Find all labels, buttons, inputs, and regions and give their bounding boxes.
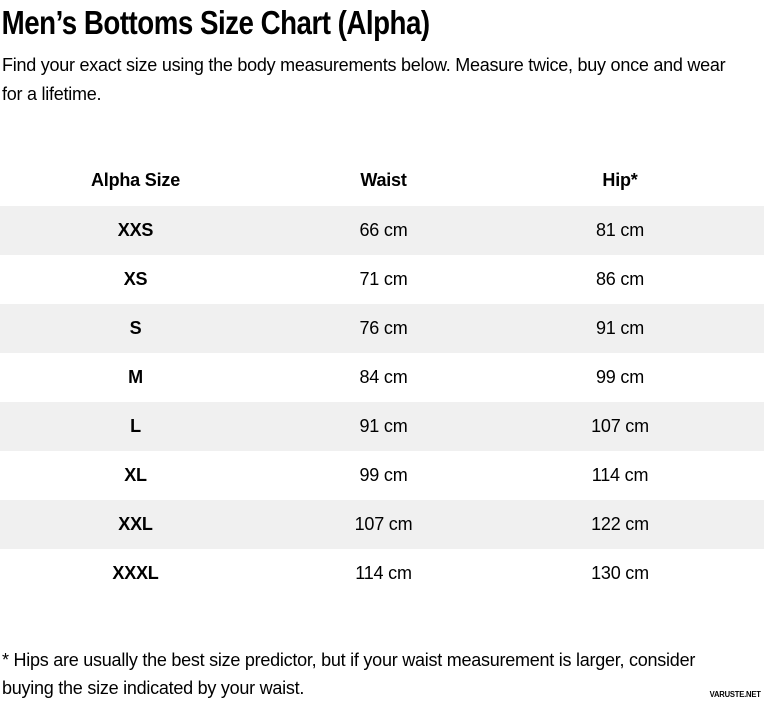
- waist-cell: 76 cm: [359, 318, 408, 338]
- page-title: Men’s Bottoms Size Chart (Alpha): [1, 4, 430, 41]
- table-row: L 91 cm 107 cm: [0, 402, 764, 451]
- hip-cell: 130 cm: [591, 563, 649, 583]
- size-cell: L: [130, 416, 141, 436]
- size-cell: XXXL: [112, 563, 159, 583]
- hip-cell: 99 cm: [595, 367, 645, 387]
- size-table-body: XXS 66 cm 81 cm XS 71 cm 86 cm S 76 cm 9…: [0, 206, 764, 598]
- size-cell: S: [129, 318, 142, 338]
- waist-cell: 114 cm: [355, 563, 412, 583]
- footnote-text: * Hips are usually the best size predict…: [2, 650, 696, 698]
- column-header-hip: Hip*: [602, 169, 638, 190]
- hip-cell: 91 cm: [595, 318, 645, 338]
- table-row: XXL 107 cm 122 cm: [0, 500, 764, 549]
- table-row: XL 99 cm 114 cm: [0, 451, 764, 500]
- intro-text: Find your exact size using the body meas…: [2, 55, 726, 104]
- waist-cell: 71 cm: [359, 269, 408, 289]
- waist-cell: 99 cm: [359, 465, 408, 485]
- table-row: S 76 cm 91 cm: [0, 304, 764, 353]
- size-table: Alpha Size Waist Hip* XXS 66 cm 81 cm XS…: [0, 154, 764, 598]
- table-row: M 84 cm 99 cm: [0, 353, 764, 402]
- waist-cell: 84 cm: [359, 367, 408, 387]
- watermark: VARUSTE.NET: [710, 690, 761, 699]
- table-row: XS 71 cm 86 cm: [0, 255, 764, 304]
- hip-cell: 86 cm: [595, 269, 645, 289]
- size-cell: XL: [124, 465, 147, 485]
- hip-cell: 107 cm: [591, 416, 649, 436]
- column-header-alpha-size: Alpha Size: [90, 169, 181, 190]
- table-header-row: Alpha Size Waist Hip*: [0, 154, 764, 206]
- column-header-waist: Waist: [360, 169, 407, 190]
- hip-cell: 81 cm: [595, 220, 645, 240]
- size-cell: XXL: [118, 514, 153, 534]
- size-cell: XXS: [117, 220, 154, 240]
- waist-cell: 107 cm: [354, 514, 413, 534]
- waist-cell: 91 cm: [359, 416, 408, 436]
- hip-cell: 114 cm: [591, 465, 649, 485]
- size-cell: M: [128, 367, 143, 387]
- hip-cell: 122 cm: [591, 514, 649, 534]
- waist-cell: 66 cm: [359, 220, 408, 240]
- table-row: XXS 66 cm 81 cm: [0, 206, 764, 255]
- table-row: XXXL 114 cm 130 cm: [0, 549, 764, 598]
- size-cell: XS: [123, 269, 148, 289]
